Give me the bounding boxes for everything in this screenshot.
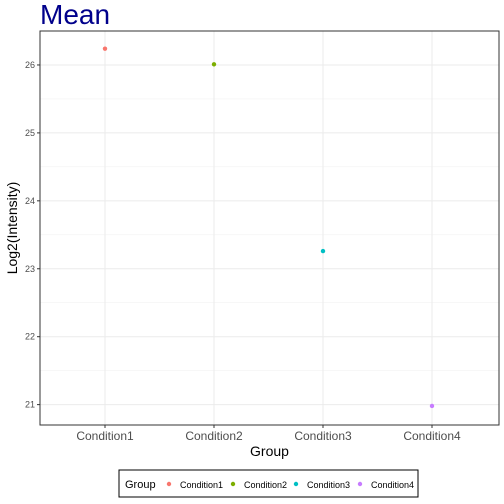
data-points — [102, 46, 435, 409]
x-tick-label: Condition1 — [76, 429, 134, 443]
legend-label: Condition3 — [307, 480, 350, 490]
y-tick-label: 26 — [25, 60, 35, 70]
chart-title: Mean — [40, 0, 110, 30]
y-tick-label: 22 — [25, 332, 35, 342]
data-point-condition3 — [320, 248, 326, 254]
legend-label: Condition1 — [180, 480, 223, 490]
legend-title: Group — [125, 479, 156, 491]
y-axis: 21 22 23 24 25 26 — [25, 60, 40, 410]
legend-key-condition1 — [166, 481, 172, 487]
data-point-condition2 — [211, 62, 217, 67]
data-point-condition4 — [429, 403, 435, 409]
x-axis-title: Group — [250, 443, 289, 459]
plot-panel-border — [39, 30, 500, 426]
y-tick-label: 24 — [25, 196, 35, 206]
y-tick-label: 25 — [25, 128, 35, 138]
gridlines — [40, 31, 499, 425]
x-axis: Condition1 Condition2 Condition3 Condition4 — [76, 425, 461, 443]
legend-key-condition2 — [230, 481, 236, 487]
y-tick-label: 23 — [25, 264, 35, 274]
legend-items: Condition1 Condition2 Condition3 Condition4 — [166, 480, 414, 490]
legend: Group Condition1 Condition2 Condition3 Cond… — [118, 469, 419, 498]
y-tick-label: 21 — [25, 400, 35, 410]
x-tick-label: Condition4 — [403, 429, 461, 443]
x-tick-label: Condition2 — [185, 429, 243, 443]
legend-label: Condition2 — [244, 480, 287, 490]
legend-key-condition3 — [293, 481, 299, 487]
y-axis-title: Log2(Intensity) — [4, 182, 20, 275]
legend-label: Condition4 — [371, 480, 414, 490]
x-tick-label: Condition3 — [294, 429, 352, 443]
data-point-condition1 — [102, 46, 108, 51]
legend-key-condition4 — [357, 481, 363, 487]
